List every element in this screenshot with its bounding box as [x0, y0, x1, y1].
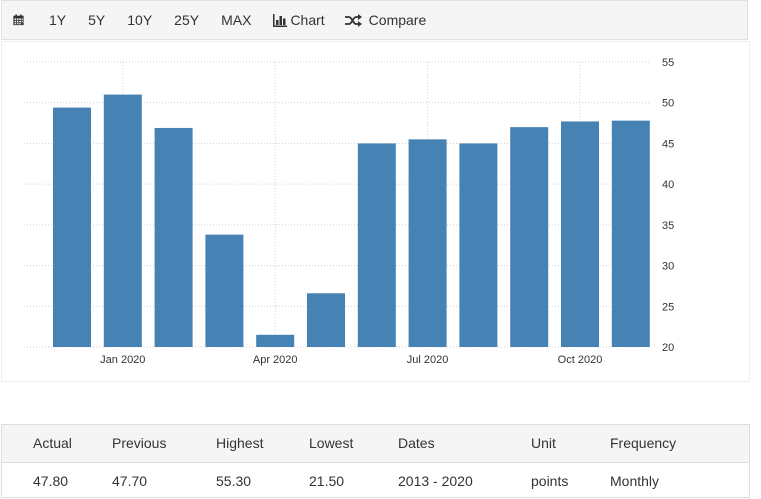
bar: [53, 107, 91, 347]
bar: [256, 334, 295, 347]
bar: [205, 234, 244, 347]
bar: [357, 143, 396, 347]
bar: [611, 120, 650, 347]
y-tick-label: 55: [662, 57, 674, 69]
y-tick-label: 20: [662, 342, 674, 354]
compare-button[interactable]: Compare: [344, 12, 427, 28]
header-unit: Unit: [531, 435, 556, 451]
header-previous: Previous: [112, 435, 167, 451]
header-lowest: Lowest: [309, 435, 354, 451]
value-previous: 47.70: [112, 473, 148, 489]
bar: [103, 94, 142, 347]
header-frequency: Frequency: [610, 435, 677, 451]
bar: [408, 139, 447, 347]
range-5y-button[interactable]: 5Y: [88, 12, 106, 28]
table-header-row: Actual Previous Highest Lowest Dates Uni…: [2, 425, 749, 463]
y-tick-label: 30: [662, 261, 674, 273]
bar-chart-icon: [273, 13, 288, 27]
x-tick-label: Jan 2020: [100, 354, 145, 366]
compare-button-label: Compare: [368, 12, 427, 28]
bar: [154, 127, 193, 347]
range-25y-button[interactable]: 25Y: [174, 12, 200, 28]
value-frequency: Monthly: [610, 473, 660, 489]
header-highest: Highest: [216, 435, 264, 451]
chart-type-button[interactable]: Chart: [273, 12, 325, 28]
value-highest: 55.30: [216, 473, 252, 489]
bar: [307, 293, 345, 347]
y-tick-label: 50: [662, 98, 674, 110]
header-actual: Actual: [33, 435, 72, 451]
x-tick-label: Oct 2020: [558, 354, 603, 366]
chart-button-label: Chart: [290, 12, 325, 28]
value-dates: 2013 - 2020: [398, 473, 473, 489]
x-tick-label: Jul 2020: [407, 354, 449, 366]
shuffle-icon: [344, 13, 362, 27]
y-tick-label: 45: [662, 138, 674, 150]
indicator-summary-table: Actual Previous Highest Lowest Dates Uni…: [1, 424, 750, 498]
bar-chart: 20 25 30 35 40 45 50 55 Jan 2020 Apr 2020 Jul 2020…: [24, 57, 674, 366]
bar: [561, 121, 599, 347]
value-unit: points: [531, 473, 569, 489]
y-tick-label: 25: [662, 301, 674, 313]
table-row: 47.80 47.70 55.30 21.50 2013 - 2020 poin…: [2, 463, 749, 499]
calendar-icon[interactable]: [13, 13, 27, 27]
value-lowest: 21.50: [309, 473, 345, 489]
x-tick-label: Apr 2020: [253, 354, 298, 366]
y-tick-label: 35: [662, 220, 674, 232]
range-10y-button[interactable]: 10Y: [127, 12, 153, 28]
bar: [510, 127, 549, 348]
range-1y-button[interactable]: 1Y: [49, 12, 67, 28]
range-max-button[interactable]: MAX: [221, 12, 252, 28]
value-actual: 47.80: [33, 473, 69, 489]
y-tick-label: 40: [662, 179, 674, 191]
chart-toolbar: 1Y 5Y 10Y 25Y MAX Chart Compare: [1, 0, 748, 40]
header-dates: Dates: [398, 435, 435, 451]
chart-panel: 20 25 30 35 40 45 50 55 Jan 2020 Apr 2020 Jul 2020…: [1, 41, 750, 382]
bar: [459, 143, 498, 347]
